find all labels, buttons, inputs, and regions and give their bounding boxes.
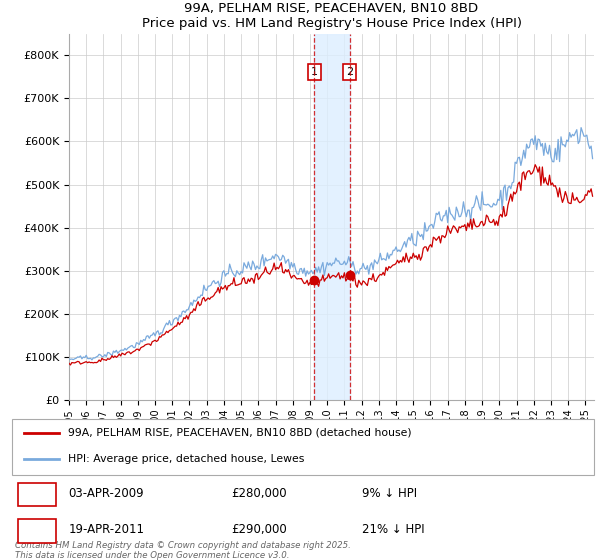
Text: 2: 2: [33, 523, 41, 536]
Text: HPI: Average price, detached house, Lewes: HPI: Average price, detached house, Lewe…: [68, 454, 305, 464]
Text: 03-APR-2009: 03-APR-2009: [68, 487, 144, 500]
Text: £280,000: £280,000: [232, 487, 287, 500]
Text: 99A, PELHAM RISE, PEACEHAVEN, BN10 8BD (detached house): 99A, PELHAM RISE, PEACEHAVEN, BN10 8BD (…: [68, 428, 412, 438]
Text: £290,000: £290,000: [232, 523, 287, 536]
Bar: [314, 34, 350, 400]
Text: 1: 1: [311, 67, 318, 77]
Text: 2: 2: [346, 67, 353, 77]
Title: 99A, PELHAM RISE, PEACEHAVEN, BN10 8BD
Price paid vs. HM Land Registry's House P: 99A, PELHAM RISE, PEACEHAVEN, BN10 8BD P…: [142, 2, 521, 30]
FancyBboxPatch shape: [12, 419, 594, 475]
Text: Contains HM Land Registry data © Crown copyright and database right 2025.
This d: Contains HM Land Registry data © Crown c…: [15, 540, 351, 560]
Text: 19-APR-2011: 19-APR-2011: [68, 523, 145, 536]
FancyBboxPatch shape: [18, 483, 56, 506]
Text: 21% ↓ HPI: 21% ↓ HPI: [362, 523, 425, 536]
FancyBboxPatch shape: [18, 519, 56, 543]
Text: 9% ↓ HPI: 9% ↓ HPI: [362, 487, 418, 500]
Text: 1: 1: [33, 487, 41, 500]
